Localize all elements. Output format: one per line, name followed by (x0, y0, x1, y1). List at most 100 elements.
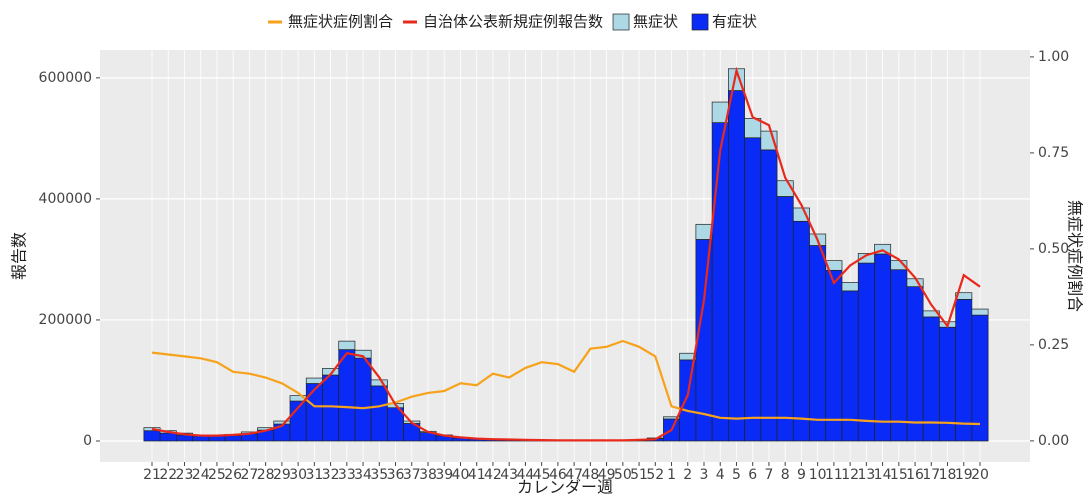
x-tick-label: 34 (354, 467, 372, 483)
x-tick-label: 13 (857, 467, 875, 483)
x-tick-label: 44 (516, 467, 534, 483)
x-tick-label: 49 (598, 467, 616, 483)
bar (306, 378, 322, 383)
bar (972, 309, 988, 315)
legend-label: 有症状 (712, 13, 757, 31)
x-tick-label: 9 (797, 467, 806, 483)
x-tick-label: 11 (825, 467, 843, 483)
bar (193, 436, 209, 441)
x-tick-label: 22 (159, 467, 177, 483)
bar (858, 263, 874, 441)
x-tick-label: 51 (630, 467, 648, 483)
x-tick-label: 50 (614, 467, 632, 483)
x-tick-label: 25 (208, 467, 226, 483)
x-tick-label: 7 (764, 467, 773, 483)
x-tick-label: 27 (240, 467, 258, 483)
bar (144, 431, 160, 441)
x-tick-label: 1 (667, 467, 676, 483)
bar (972, 315, 988, 441)
y-tick-label: 600000 (39, 70, 92, 86)
x-tick-label: 29 (273, 467, 291, 483)
x-tick-label: 14 (874, 467, 892, 483)
x-tick-label: 10 (809, 467, 827, 483)
x-tick-label: 19 (955, 467, 973, 483)
bar (891, 270, 907, 441)
bar (777, 196, 793, 441)
x-tick-label: 47 (565, 467, 583, 483)
x-tick-label: 2 (683, 467, 692, 483)
x-tick-label: 31 (305, 467, 323, 483)
y2-tick-label: 0.25 (1038, 337, 1069, 353)
bar (907, 287, 923, 441)
x-tick-label: 8 (781, 467, 790, 483)
bar (761, 150, 777, 441)
bar (956, 299, 972, 441)
x-tick-label: 43 (500, 467, 518, 483)
y-tick-label: 0 (83, 433, 92, 449)
y2-tick-label: 0.50 (1038, 241, 1069, 257)
x-tick-label: 38 (419, 467, 437, 483)
x-tick-label: 24 (192, 467, 210, 483)
bar (274, 421, 290, 424)
y-tick-label: 400000 (39, 191, 92, 207)
x-tick-label: 30 (289, 467, 307, 483)
bar (842, 282, 858, 290)
bar (842, 291, 858, 441)
y2-tick-label: 1.00 (1038, 49, 1069, 65)
x-tick-label: 39 (435, 467, 453, 483)
x-tick-label: 6 (748, 467, 757, 483)
x-tick-label: 5 (732, 467, 741, 483)
x-tick-label: 36 (387, 467, 405, 483)
legend-key (692, 14, 708, 30)
bar (209, 436, 225, 441)
x-tick-label: 4 (716, 467, 725, 483)
y-tick-label: 200000 (39, 312, 92, 328)
bar (696, 239, 712, 441)
x-tick-label: 20 (971, 467, 989, 483)
x-tick-label: 32 (322, 467, 340, 483)
y2-tick-label: 0.75 (1038, 145, 1069, 161)
x-tick-label: 18 (939, 467, 957, 483)
y-axis-title: 報告数 (10, 232, 29, 280)
legend-label: 無症状症例割合 (288, 13, 393, 31)
x-tick-label: 46 (549, 467, 567, 483)
bar (728, 91, 744, 441)
x-tick-label: 15 (890, 467, 908, 483)
legend-label: 自治体公表新規症例報告数 (423, 13, 603, 31)
y2-tick-label: 0.00 (1038, 433, 1069, 449)
x-tick-label: 33 (338, 467, 356, 483)
bar (339, 350, 355, 441)
bar (387, 408, 403, 441)
bar (745, 118, 761, 137)
bar (680, 360, 696, 441)
x-tick-label: 16 (906, 467, 924, 483)
x-tick-label: 48 (581, 467, 599, 483)
bar (355, 358, 371, 441)
bar (225, 436, 241, 441)
legend-label: 無症状 (633, 13, 678, 31)
bar (712, 123, 728, 441)
bar (306, 383, 322, 440)
bar (339, 341, 355, 349)
bar (696, 224, 712, 239)
bar (322, 375, 338, 441)
bar (874, 254, 890, 441)
x-tick-label: 3 (700, 467, 709, 483)
bar (745, 138, 761, 441)
x-tick-label: 17 (922, 467, 940, 483)
x-tick-label: 52 (646, 467, 664, 483)
bar (160, 433, 176, 441)
x-tick-label: 28 (257, 467, 275, 483)
x-tick-label: 41 (468, 467, 486, 483)
bar (793, 221, 809, 441)
x-tick-label: 45 (533, 467, 551, 483)
bar (810, 245, 826, 440)
bar (826, 270, 842, 441)
x-tick-label: 35 (370, 467, 388, 483)
legend-key (613, 14, 629, 30)
x-tick-label: 12 (841, 467, 859, 483)
bar (371, 386, 387, 441)
x-tick-label: 37 (403, 467, 421, 483)
x-tick-label: 23 (176, 467, 194, 483)
